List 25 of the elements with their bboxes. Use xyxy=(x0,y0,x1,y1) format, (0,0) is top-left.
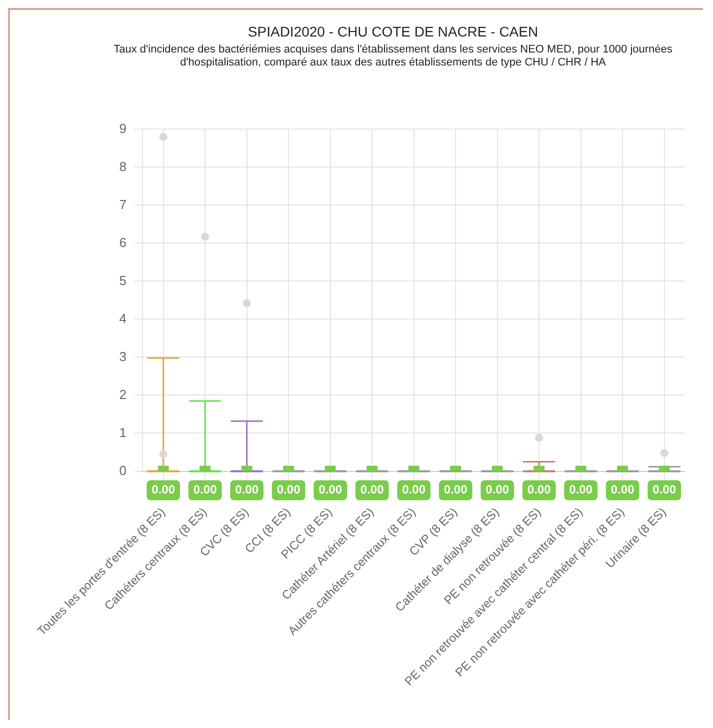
data-label: 0.00 xyxy=(193,482,218,497)
data-label: 0.00 xyxy=(486,482,510,497)
y-tick-label: 9 xyxy=(119,120,126,136)
data-label: 0.00 xyxy=(402,482,426,497)
data-label: 0.00 xyxy=(569,482,593,497)
chart-subtitle: Taux d'incidence des bactériémies acquises dans l'établissement dans les services NEO MED, pour 1000 journées d'hospitalisation, comparé aux taux des autres établissements de type CHU / CHR / HA xyxy=(114,43,673,69)
y-tick-label: 1 xyxy=(119,424,126,440)
data-label: 0.00 xyxy=(652,482,676,497)
data-label: 0.00 xyxy=(610,482,635,497)
y-tick-label: 5 xyxy=(119,272,126,288)
data-label: 0.00 xyxy=(235,482,259,497)
y-tick-label: 7 xyxy=(119,196,126,212)
y-tick-label: 4 xyxy=(119,310,126,326)
data-label: 0.00 xyxy=(276,482,301,497)
y-tick-label: 0 xyxy=(119,462,126,478)
data-label: 0.00 xyxy=(444,482,468,497)
y-tick-label: 8 xyxy=(119,158,126,174)
data-label: 0.00 xyxy=(527,482,552,497)
data-label: 0.00 xyxy=(360,482,384,497)
data-label: 0.00 xyxy=(318,482,342,497)
data-label: 0.00 xyxy=(152,482,176,497)
chart-title: SPIADI2020 - CHU COTE DE NACRE - CAEN xyxy=(248,23,538,40)
y-tick-label: 3 xyxy=(119,348,126,364)
y-tick-label: 6 xyxy=(119,234,126,250)
y-tick-label: 2 xyxy=(119,386,126,402)
